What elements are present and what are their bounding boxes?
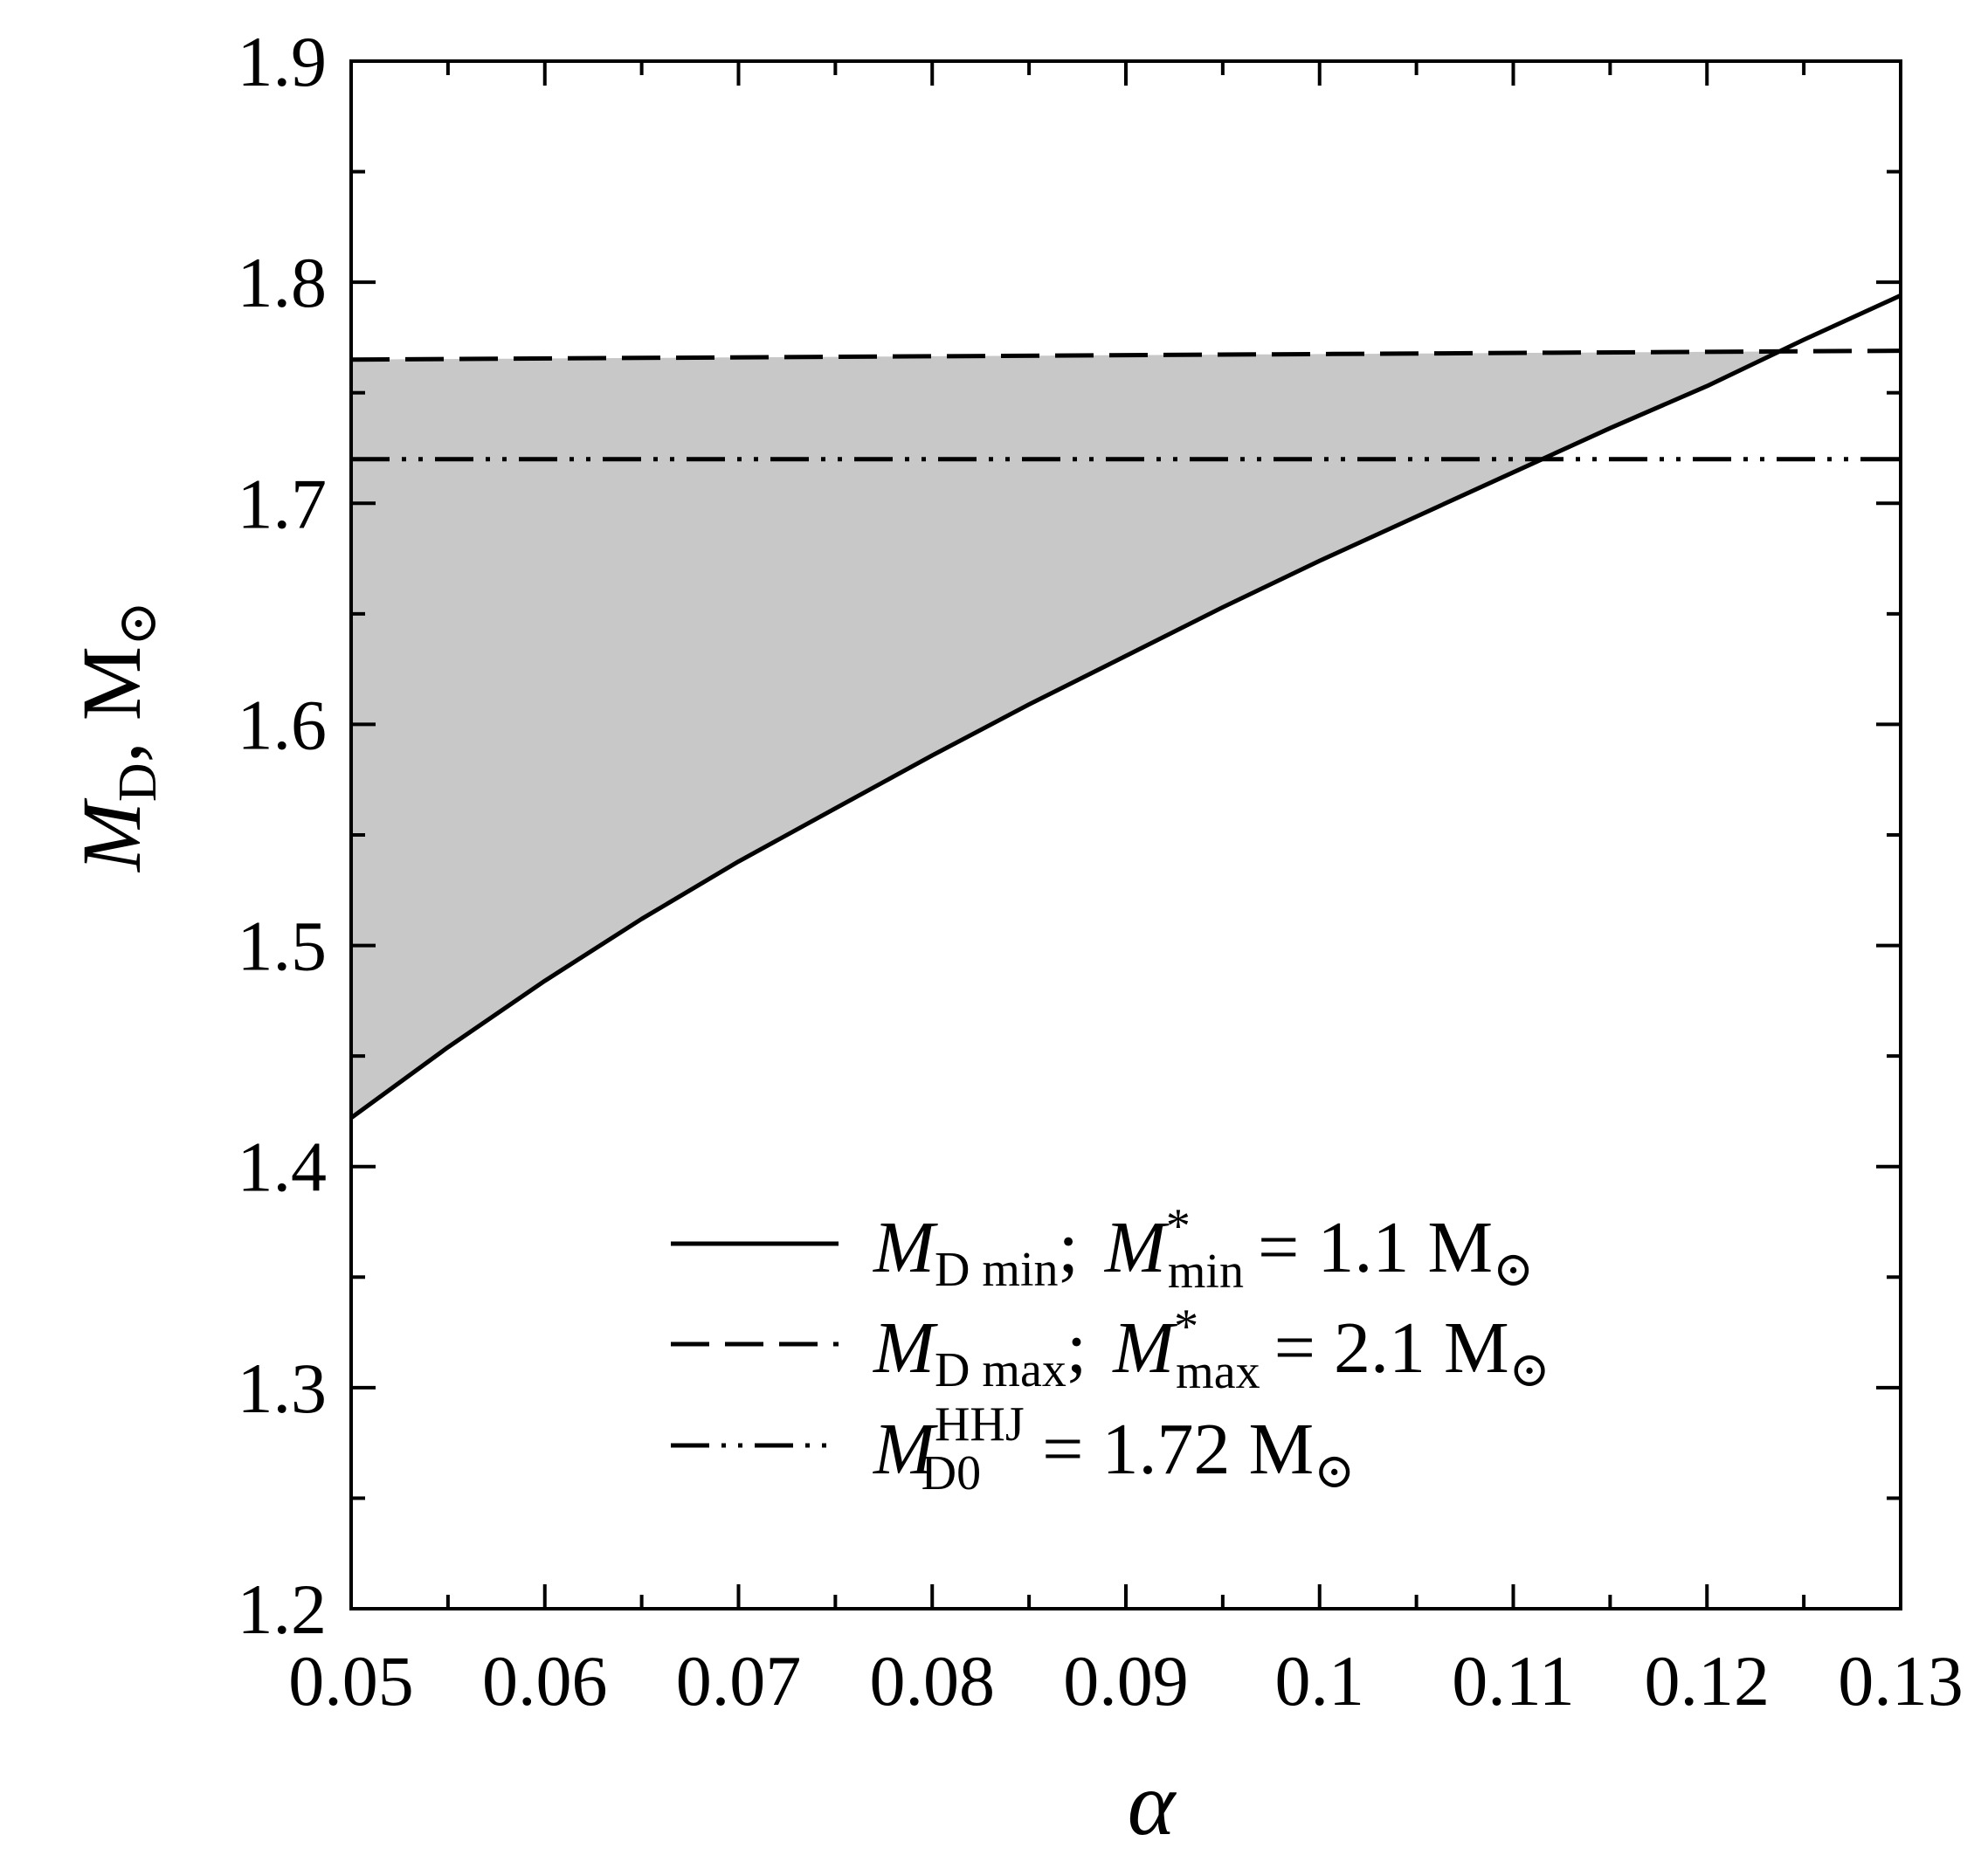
y-tick-label: 1.5: [238, 907, 328, 986]
y-tick-label: 1.7: [238, 464, 328, 543]
series-layer: [349, 293, 1902, 1121]
y-tick-label: 1.8: [238, 243, 328, 322]
ticks-layer: [349, 59, 1902, 1610]
y-tick-label: 1.6: [238, 685, 328, 764]
x-tick-label: 0.12: [1645, 1641, 1771, 1721]
y-tick-label: 1.4: [238, 1128, 328, 1207]
y-tick-label: 1.9: [238, 22, 328, 101]
y-axis-title-main: M: [65, 797, 158, 873]
x-tick-label: 0.13: [1838, 1641, 1964, 1721]
y-tick-label: 1.3: [238, 1348, 328, 1428]
legend-label-max: MD max; M* max = 2.1 M⊙: [873, 1300, 1550, 1399]
series-line-md-max: [350, 348, 1902, 362]
y-axis-title: MD, M⊙: [65, 601, 168, 873]
x-tick-label: 0.07: [676, 1641, 802, 1721]
legend-label-min: MD min; M* min = 1.1 M⊙: [873, 1199, 1534, 1299]
x-axis-title: α: [1128, 1754, 1177, 1854]
y-axis-title-sun: ⊙: [108, 601, 168, 646]
x-tick-label: 0.1: [1275, 1641, 1365, 1721]
y-axis-title-rest: , M: [65, 646, 158, 762]
shaded-region-layer: [351, 351, 1777, 1118]
shaded-region: [351, 351, 1777, 1118]
x-tick-label: 0.08: [870, 1641, 996, 1721]
legend: MD min; M* min = 1.1 M⊙ MD max; M* max = 2.1 M…: [671, 1199, 1550, 1500]
x-tick-label: 0.06: [482, 1641, 608, 1721]
x-tick-label: 0.11: [1452, 1641, 1574, 1721]
y-axis-title-sub: D: [108, 762, 168, 802]
series-line-md-min: [349, 293, 1902, 1121]
legend-label-hhj: MHHJ D0 = 1.72 M⊙: [873, 1397, 1355, 1500]
x-tick-label: 0.05: [288, 1641, 414, 1721]
tick-labels-layer: 0.05 0.06 0.07 0.08 0.09 0.1 0.11 0.12 0.13 1.2 1.…: [238, 22, 1964, 1721]
y-tick-label: 1.2: [238, 1569, 328, 1649]
x-tick-label: 0.09: [1063, 1641, 1189, 1721]
